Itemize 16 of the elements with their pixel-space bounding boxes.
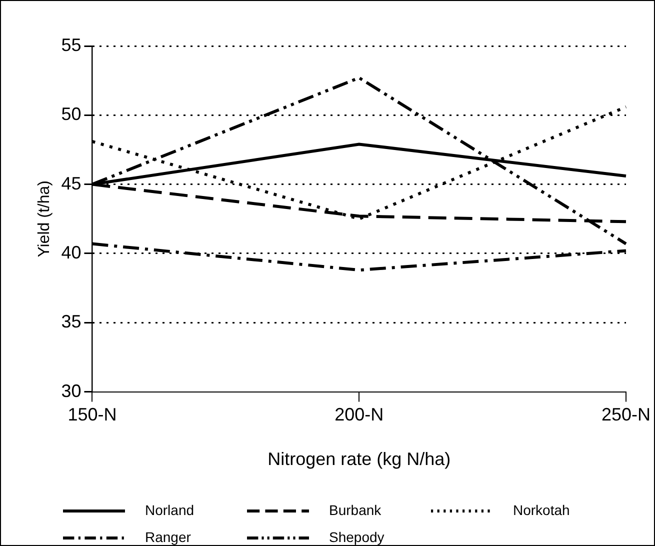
x-tick-label: 200-N	[334, 404, 384, 425]
legend-label: Shepody	[329, 528, 384, 545]
y-tick-label: 55	[61, 34, 82, 55]
y-tick-label: 50	[61, 104, 82, 124]
y-tick-label: 30	[61, 380, 82, 401]
legend-label: Norkotah	[513, 502, 570, 518]
legend-label: Burbank	[329, 502, 382, 518]
x-tick-label: 150-N	[68, 404, 117, 425]
y-axis-title: Yield (t/ha)	[36, 180, 54, 258]
legend-label: Ranger	[145, 528, 192, 545]
x-tick-label: 250-N	[601, 404, 651, 425]
y-tick-label: 35	[61, 312, 82, 332]
x-axis-title: Nitrogen rate (kg N/ha)	[268, 449, 451, 470]
y-tick-label: 40	[61, 242, 82, 262]
legend-label: Norland	[145, 502, 194, 518]
y-tick-label: 45	[61, 173, 82, 194]
